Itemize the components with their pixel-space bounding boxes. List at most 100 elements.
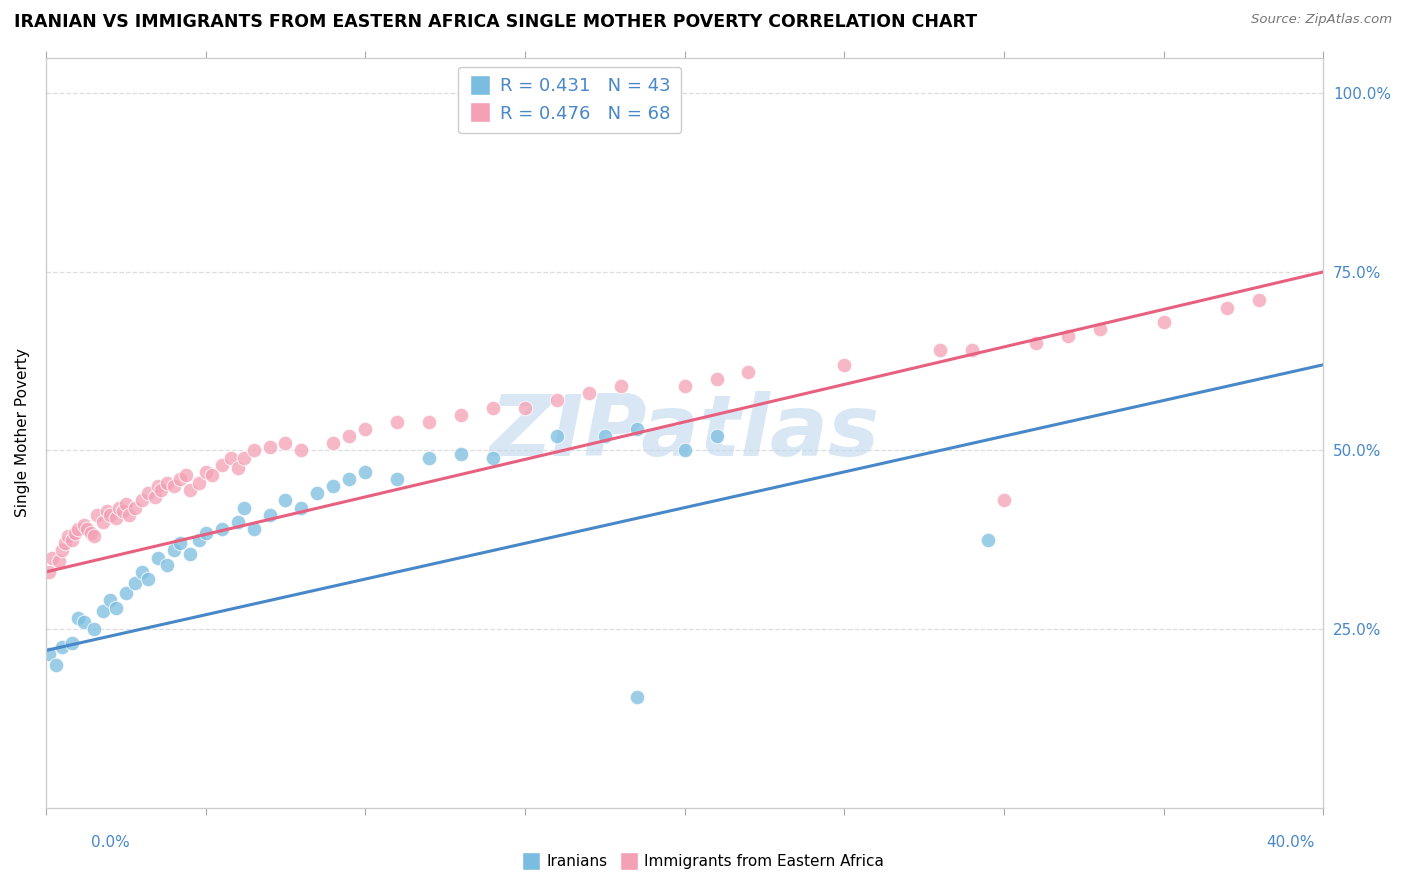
- Point: [179, 483, 201, 497]
- Point: [418, 415, 440, 429]
- Point: [626, 690, 648, 704]
- Point: [111, 504, 134, 518]
- Point: [1153, 315, 1175, 329]
- Point: [163, 479, 186, 493]
- Point: [146, 550, 169, 565]
- Point: [48, 554, 70, 568]
- Point: [960, 343, 983, 358]
- Point: [146, 479, 169, 493]
- Point: [482, 401, 505, 415]
- Point: [79, 525, 101, 540]
- Legend: R = 0.431   N = 43, R = 0.476   N = 68: R = 0.431 N = 43, R = 0.476 N = 68: [458, 67, 681, 133]
- Point: [98, 593, 121, 607]
- Point: [51, 543, 73, 558]
- Point: [641, 115, 664, 129]
- Point: [51, 640, 73, 654]
- Point: [131, 565, 153, 579]
- Point: [201, 468, 224, 483]
- Point: [76, 522, 98, 536]
- Point: [136, 572, 159, 586]
- Legend: Iranians, Immigrants from Eastern Africa: Iranians, Immigrants from Eastern Africa: [516, 848, 890, 875]
- Point: [450, 447, 472, 461]
- Point: [149, 483, 172, 497]
- Point: [322, 479, 344, 493]
- Point: [418, 450, 440, 465]
- Point: [98, 508, 121, 522]
- Point: [60, 533, 83, 547]
- Point: [307, 486, 329, 500]
- Point: [219, 450, 242, 465]
- Point: [66, 522, 89, 536]
- Point: [131, 493, 153, 508]
- Point: [929, 343, 952, 358]
- Point: [337, 472, 360, 486]
- Point: [179, 547, 201, 561]
- Point: [114, 586, 136, 600]
- Point: [290, 500, 312, 515]
- Point: [188, 533, 211, 547]
- Point: [242, 522, 264, 536]
- Point: [156, 475, 179, 490]
- Point: [226, 461, 249, 475]
- Point: [143, 490, 166, 504]
- Point: [45, 657, 67, 672]
- Text: IRANIAN VS IMMIGRANTS FROM EASTERN AFRICA SINGLE MOTHER POVERTY CORRELATION CHAR: IRANIAN VS IMMIGRANTS FROM EASTERN AFRIC…: [14, 13, 977, 31]
- Point: [706, 429, 728, 443]
- Point: [832, 358, 855, 372]
- Point: [610, 379, 633, 393]
- Point: [977, 533, 1000, 547]
- Point: [513, 401, 536, 415]
- Point: [626, 422, 648, 436]
- Point: [482, 450, 505, 465]
- Point: [124, 500, 146, 515]
- Point: [593, 429, 616, 443]
- Point: [163, 543, 186, 558]
- Point: [1056, 329, 1078, 343]
- Point: [73, 518, 96, 533]
- Point: [83, 622, 105, 636]
- Point: [96, 504, 118, 518]
- Point: [211, 522, 233, 536]
- Text: 40.0%: 40.0%: [1267, 836, 1315, 850]
- Text: Source: ZipAtlas.com: Source: ZipAtlas.com: [1251, 13, 1392, 27]
- Point: [233, 500, 256, 515]
- Point: [211, 458, 233, 472]
- Point: [274, 493, 297, 508]
- Point: [1249, 293, 1271, 308]
- Point: [233, 450, 256, 465]
- Point: [58, 529, 80, 543]
- Point: [242, 443, 264, 458]
- Point: [194, 525, 217, 540]
- Point: [1088, 322, 1111, 336]
- Point: [108, 500, 131, 515]
- Point: [63, 525, 86, 540]
- Point: [118, 508, 141, 522]
- Point: [194, 465, 217, 479]
- Point: [169, 536, 191, 550]
- Point: [136, 486, 159, 500]
- Point: [188, 475, 211, 490]
- Point: [290, 443, 312, 458]
- Point: [387, 472, 409, 486]
- Text: 0.0%: 0.0%: [91, 836, 131, 850]
- Point: [274, 436, 297, 450]
- Point: [93, 515, 115, 529]
- Point: [38, 647, 60, 661]
- Point: [124, 575, 146, 590]
- Point: [993, 493, 1015, 508]
- Point: [169, 472, 191, 486]
- Y-axis label: Single Mother Poverty: Single Mother Poverty: [15, 348, 30, 517]
- Point: [673, 443, 696, 458]
- Point: [706, 372, 728, 386]
- Point: [259, 440, 281, 454]
- Point: [53, 536, 76, 550]
- Point: [41, 550, 63, 565]
- Point: [86, 508, 108, 522]
- Point: [354, 422, 377, 436]
- Point: [1025, 336, 1047, 351]
- Point: [1216, 301, 1239, 315]
- Point: [578, 386, 600, 401]
- Point: [73, 615, 96, 629]
- Point: [546, 429, 568, 443]
- Point: [83, 529, 105, 543]
